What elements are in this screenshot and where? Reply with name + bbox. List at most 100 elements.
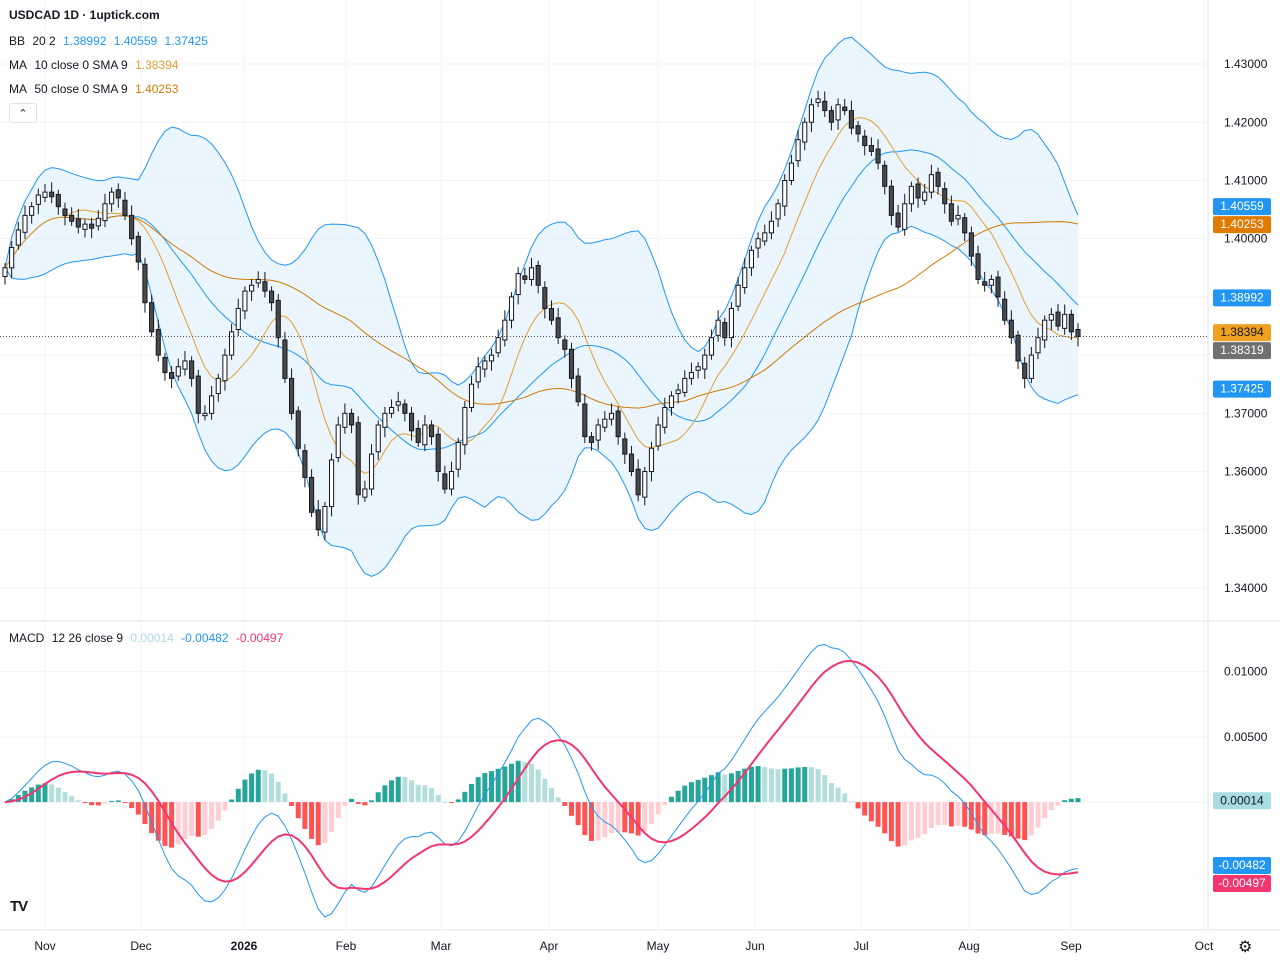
candle-body	[468, 383, 475, 409]
legend-macd[interactable]: MACD 12 26 close 9 0.00014 -0.00482 -0.0…	[9, 631, 287, 645]
macd-histogram-bar	[715, 772, 721, 803]
candle-body	[75, 218, 81, 228]
macd-histogram-bar	[515, 760, 521, 803]
macd-histogram-bar	[562, 802, 568, 806]
candle-body	[149, 302, 155, 333]
macd-histogram-bar	[975, 802, 981, 834]
candle-body	[395, 401, 401, 406]
candle-body	[768, 220, 774, 234]
macd-histogram-bar	[475, 777, 481, 803]
macd-histogram-bar	[375, 792, 381, 803]
macd-params: 12 26 close 9	[51, 631, 124, 645]
macd-histogram-bar	[962, 802, 968, 827]
ma10-value: 1.38394	[135, 58, 179, 72]
price-badge-label: 1.40559	[1220, 199, 1264, 213]
candle-body	[908, 185, 914, 205]
candle-body	[215, 377, 221, 395]
macd-histogram-bar	[602, 802, 608, 838]
macd-histogram-bar	[695, 779, 701, 803]
candle-body	[755, 238, 761, 249]
macd-histogram-bar	[902, 802, 908, 846]
macd-histogram-bar	[342, 802, 348, 806]
ma50-params: 50 close 0 SMA 9	[34, 82, 128, 96]
candle-body	[535, 264, 541, 286]
macd-histogram-bar	[82, 802, 88, 804]
macd-histogram-bar	[102, 802, 108, 804]
candle-body	[1015, 334, 1021, 362]
candle-body	[855, 125, 861, 135]
macd-histogram-bar	[389, 780, 395, 803]
legend-ma50[interactable]: MA 50 close 0 SMA 9 1.40253	[9, 82, 182, 96]
macd-histogram-bar	[155, 802, 161, 841]
macd-label: MACD	[9, 631, 45, 645]
candle-body	[189, 360, 195, 379]
macd-histogram-bar	[502, 766, 508, 803]
candle-body	[508, 296, 515, 321]
macd-histogram-bar	[568, 802, 574, 816]
chevron-up-icon[interactable]: ⌃	[9, 103, 37, 123]
candle-body	[2, 267, 8, 278]
candle-body	[1048, 313, 1054, 321]
candle-body	[528, 267, 535, 280]
candle-body	[109, 191, 115, 205]
candle-body	[175, 366, 181, 377]
macd-histogram-bar	[615, 802, 621, 833]
time-tick-label: Aug	[958, 939, 979, 953]
candle-body	[642, 471, 648, 498]
candle-body	[708, 337, 715, 356]
price-tick-label: 1.37000	[1224, 406, 1268, 420]
candle-body	[688, 372, 695, 379]
candle-body	[988, 278, 994, 286]
macd-histogram-bar	[1055, 802, 1061, 806]
price-badge	[1213, 324, 1271, 342]
candle-body	[495, 337, 501, 354]
legend-bollinger[interactable]: BB 20 2 1.38992 1.40559 1.37425	[9, 34, 212, 48]
candle-body	[635, 468, 641, 496]
macd-histogram-bar	[815, 769, 821, 803]
macd-histogram-bar	[608, 802, 614, 833]
price-badge-label: 1.37425	[1220, 382, 1264, 396]
candle-body	[428, 424, 435, 438]
candle-body	[962, 217, 968, 234]
candle-body	[15, 229, 21, 246]
macd-histogram-bar	[648, 802, 654, 825]
legend-ma10[interactable]: MA 10 close 0 SMA 9 1.38394	[9, 58, 182, 72]
candle-body	[142, 263, 148, 304]
macd-histogram-bar	[362, 802, 368, 806]
price-badge-label: 1.40253	[1220, 217, 1264, 231]
candle-body	[29, 206, 35, 216]
candle-body	[935, 171, 941, 187]
macd-histogram-bar	[262, 770, 268, 803]
macd-signal-value: -0.00497	[235, 631, 284, 645]
macd-histogram-bar	[415, 784, 421, 803]
bb-params: 20 2	[32, 34, 56, 48]
macd-histogram-bar	[1008, 802, 1014, 837]
candle-body	[895, 212, 901, 228]
macd-histogram-bar	[289, 802, 295, 806]
candle-body	[868, 145, 874, 152]
candle-body	[275, 299, 281, 339]
symbol-title: USDCAD 1D · 1uptick.com	[9, 8, 160, 22]
time-tick-label: May	[647, 939, 670, 953]
macd-histogram-bar	[862, 802, 868, 816]
gear-icon[interactable]: ⚙	[1238, 939, 1253, 956]
macd-histogram-bar	[2, 802, 8, 804]
candle-body	[35, 194, 41, 205]
macd-histogram-bar	[495, 768, 501, 803]
macd-histogram-bar	[95, 802, 101, 806]
candle-body	[322, 505, 328, 533]
tradingview-logo-icon[interactable]: TV	[10, 898, 28, 915]
macd-histogram-bar	[202, 802, 208, 835]
macd-histogram-bar	[535, 769, 541, 803]
price-badge-label: 1.38992	[1220, 290, 1264, 304]
macd-histogram-bar	[908, 802, 914, 841]
candle-body	[269, 290, 275, 304]
macd-histogram-bar	[295, 802, 301, 819]
ma10-label: MA	[9, 58, 27, 72]
macd-badge	[1213, 857, 1271, 875]
macd-histogram-bar	[622, 802, 628, 833]
time-tick-label: Feb	[336, 939, 357, 953]
macd-histogram-bar	[509, 763, 515, 803]
macd-badge-label: -0.00497	[1218, 876, 1266, 890]
